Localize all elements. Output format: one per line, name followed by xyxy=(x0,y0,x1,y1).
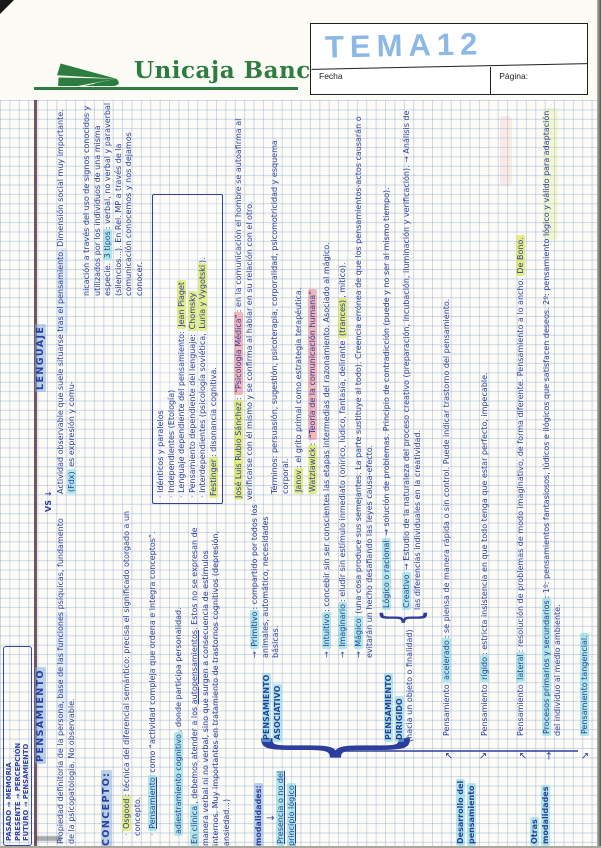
arrow-se-icon: ↘ xyxy=(478,751,489,760)
scan-edge xyxy=(597,0,601,848)
brand-text: Unicaja Banco xyxy=(134,57,327,84)
margin-note-line: FUTURO → PENSAMIENTO xyxy=(22,743,31,841)
otras-modalidades-label: Otras modalidades xyxy=(530,784,550,846)
box-item: · Lenguaje dependiente del pensamiento: … xyxy=(177,280,186,498)
box-item: Festinger: disonancia cognitiva. xyxy=(208,367,218,498)
watzlawick-note: Watzlawick: “Teoría de la comunicación h… xyxy=(308,288,317,494)
box-item: · Interdependientes (psicología soviétic… xyxy=(198,257,207,498)
concepto-label: CONCEPTO: xyxy=(101,769,112,848)
dirigido-logico: Lógico o racional → solución de problema… xyxy=(382,187,391,610)
dirigido-creativo: Creativo → Estudio de la naturaleza del … xyxy=(402,110,422,610)
dirigido-label: PENSAMIENTO DIRIGIDO (hacia un objeto o fi… xyxy=(384,629,414,742)
presencia-label: Presencia o no del principio lógico xyxy=(276,770,296,846)
print-mark xyxy=(36,836,62,841)
concepto-item-osgood: · Osgood: técnica del diferencial semánt… xyxy=(122,510,142,836)
pensamiento-acelerado: Pensamiento acelerado: se piensa de mane… xyxy=(442,298,451,736)
margin-note-line: PASADO → MEMORIA xyxy=(5,762,13,841)
notes-canvas: PENSAMIENTO VS ↓ LENGUAJE Propiedad defi… xyxy=(35,100,601,848)
fecha-field: Fecha xyxy=(311,67,492,94)
box-item: · Independientes (Etología) xyxy=(166,389,176,498)
scan-edge xyxy=(0,846,601,848)
concepto-item-adiestramiento: adiestramiento cognitivo, donde particip… xyxy=(174,607,183,836)
rubio-sanchez-note: José Luis Rubio Sánchez: “Psicología Méd… xyxy=(234,118,254,500)
margin-note-line: PRESENTE → PERCEPCIÓN xyxy=(13,742,22,841)
arrow-icon: → xyxy=(544,751,555,760)
margin-note-canvas: PASADO → MEMORIA PRESENTE → PERCEPCIÓN F… xyxy=(2,100,34,848)
asociativo-intuitivo: → Intuitivo: concebir sin ser consciente… xyxy=(322,242,331,658)
asociativo-label: PENSAMIENTO ASOCIATIVO xyxy=(262,672,282,742)
pagina-field: Página: xyxy=(499,71,529,81)
pensamiento-title: PENSAMIENTO xyxy=(35,667,46,764)
concepto-item-definicion: · Pensamiento como “actividad compleja q… xyxy=(148,531,157,836)
lenguaje-intro: Actividad observable que suele situarse … xyxy=(56,109,76,494)
clinica-note: En clínica, debemos atender a los autope… xyxy=(190,527,231,846)
procesos-primarios-secundarios: Procesos primarios y secundarios: 1º: pe… xyxy=(542,110,562,736)
box-item: · Idénticos y paralelos xyxy=(156,410,165,498)
unicaja-fan-icon xyxy=(57,63,119,86)
topic-box: TEMA12 Fecha Página: xyxy=(310,21,588,95)
topic-fields: Fecha Página: xyxy=(311,67,587,94)
arrow-ne-icon: ↗ xyxy=(444,751,455,760)
notes-area: PENSAMIENTO VS ↓ LENGUAJE Propiedad defi… xyxy=(35,100,601,848)
brand-rule xyxy=(34,87,298,90)
arrow-ne-icon: ↗ xyxy=(518,751,529,760)
asociativo-imaginario: → Imaginario: eludir sin estímulo inmedi… xyxy=(338,262,347,658)
asociativo-magico: → Mágico (una cosa produce sus semejante… xyxy=(354,116,374,658)
vs-label: VS ↓ xyxy=(44,490,53,512)
topic-title: TEMA12 xyxy=(310,21,588,70)
asociativo-primitivo: → Primitivo: compartido por todos los an… xyxy=(250,504,280,658)
pensamiento-tangencial: Pensamiento tangencial. xyxy=(580,633,589,736)
brace-icon: { xyxy=(372,609,432,626)
margin-note-area: PASADO → MEMORIA PRESENTE → PERCEPCIÓN F… xyxy=(2,100,34,848)
desarrollo-label: Desarrollo del pensamiento xyxy=(456,778,476,846)
box-item: · Pensamiento dependiente del lenguaje: … xyxy=(187,290,197,498)
terminos-note: Términos: persuasión, sugestión, psicote… xyxy=(270,140,290,494)
janov-note: Janov: el grito primal como estrategia t… xyxy=(294,287,303,494)
lenguaje-relaciones-box: · Idénticos y paralelos · Independientes… xyxy=(152,194,223,504)
modalidades-label: modalidades: xyxy=(254,783,263,848)
lenguaje-title: LENGUAJE xyxy=(35,323,46,392)
pensamiento-intro: Propiedad definitoria de la persona, bas… xyxy=(56,518,76,844)
margin-note: PASADO → MEMORIA PRESENTE → PERCEPCIÓN F… xyxy=(3,646,32,846)
margin-line xyxy=(34,100,37,848)
lenguaje-intro-cont: nicación a través del uso de signos cono… xyxy=(82,102,144,296)
arrow-se-icon: ↘ xyxy=(580,751,591,760)
unicaja-logo: Unicaja Banco xyxy=(30,14,327,86)
connector-line xyxy=(336,750,578,752)
pensamiento-lateral: Pensamiento lateral: resolución de probl… xyxy=(516,235,525,736)
scan-corner xyxy=(0,0,14,14)
pensamiento-rigido: Pensamiento rígido: estricta insistencia… xyxy=(480,372,489,736)
